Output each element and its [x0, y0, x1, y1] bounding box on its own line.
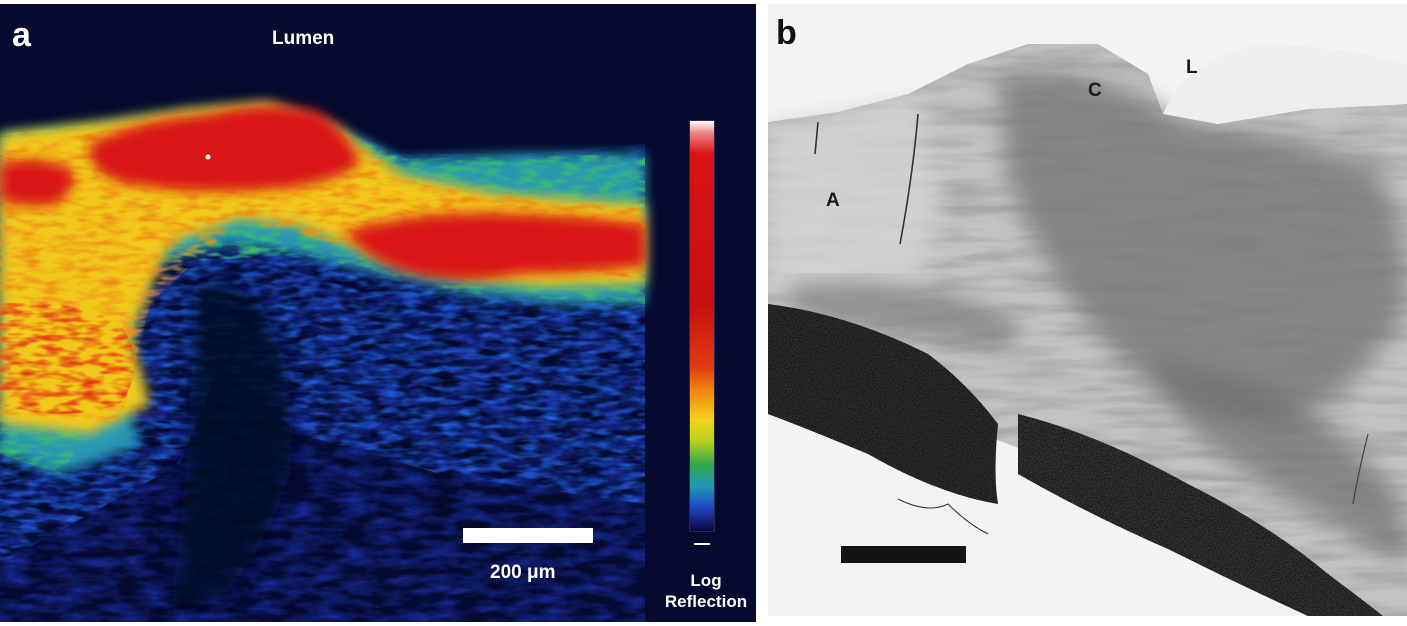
colorbar-label-line1: Log: [690, 571, 722, 590]
label-l: L: [1186, 57, 1198, 78]
lumen-label: Lumen: [272, 28, 335, 49]
histology-micrograph: [768, 4, 1407, 616]
colorbar-tick: [694, 543, 710, 545]
colorbar-label-line2: Reflection: [664, 592, 748, 611]
histology-panel: b C L A: [768, 4, 1407, 616]
panel-a-letter: a: [12, 16, 31, 54]
label-a: A: [826, 190, 840, 211]
scale-label-a: 200 μm: [490, 562, 556, 583]
scale-bar-a: [463, 528, 593, 543]
log-reflection-colorbar: [689, 120, 715, 532]
scale-bar-b: [841, 546, 966, 563]
colorbar-label: Log Reflection: [656, 570, 756, 612]
oct-false-color-image: [0, 4, 756, 622]
panel-b-letter: b: [776, 14, 797, 52]
oct-image-panel: a Lumen 200 μm Log Reflection: [0, 4, 756, 622]
label-c: C: [1088, 80, 1102, 101]
